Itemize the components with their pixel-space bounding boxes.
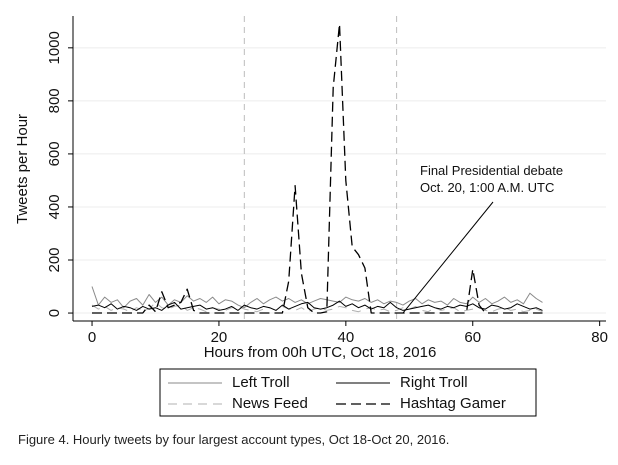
legend-label-left-troll: Left Troll <box>232 374 290 391</box>
y-tick-label-800: 800 <box>46 88 63 113</box>
x-tick-label-80: 80 <box>591 329 608 346</box>
y-axis-title: Tweets per Hour <box>14 114 31 224</box>
x-tick-label-40: 40 <box>338 329 355 346</box>
legend-label-news-feed: News Feed <box>232 395 308 412</box>
series-line-hashtag-gamer <box>92 23 543 314</box>
y-tick-label-1000: 1000 <box>46 31 63 64</box>
plot-region-background <box>0 0 618 430</box>
legend-label-right-troll: Right Troll <box>400 374 468 391</box>
x-axis-title: Hours from 00h UTC, Oct 18, 2016 <box>204 344 437 361</box>
y-tick-label-400: 400 <box>46 194 63 219</box>
annotation-pointer-line <box>402 201 494 314</box>
chart: 0 200 400 600 800 1000 0 20 40 60 80 Hours from 00h… <box>0 0 618 430</box>
annotation-text-line-1: Final Presidential debate <box>420 163 563 178</box>
x-tick-label-0: 0 <box>88 329 96 346</box>
y-tick-label-200: 200 <box>46 247 63 272</box>
legend: Left Troll Right Troll News Feed Hashtag Ga… <box>159 368 537 417</box>
legend-box <box>159 368 537 417</box>
series-group <box>91 23 543 314</box>
annotation: Final Presidential debate Oct. 20, 1:00 A… <box>402 163 563 314</box>
y-tick-label-0: 0 <box>46 309 63 317</box>
annotation-text-line-2: Oct. 20, 1:00 A.M. UTC <box>420 180 554 195</box>
legend-label-hashtag-gamer: Hashtag Gamer <box>400 395 506 412</box>
figure-caption: Figure 4. Hourly tweets by four largest … <box>18 432 450 447</box>
y-tick-label-600: 600 <box>46 141 63 166</box>
reference-lines <box>243 16 398 321</box>
x-tick-label-60: 60 <box>464 329 481 346</box>
gridlines <box>73 47 606 314</box>
axes: 0 200 400 600 800 1000 0 20 40 60 80 Hours from 00h… <box>14 16 608 361</box>
x-tick-label-20: 20 <box>211 329 228 346</box>
